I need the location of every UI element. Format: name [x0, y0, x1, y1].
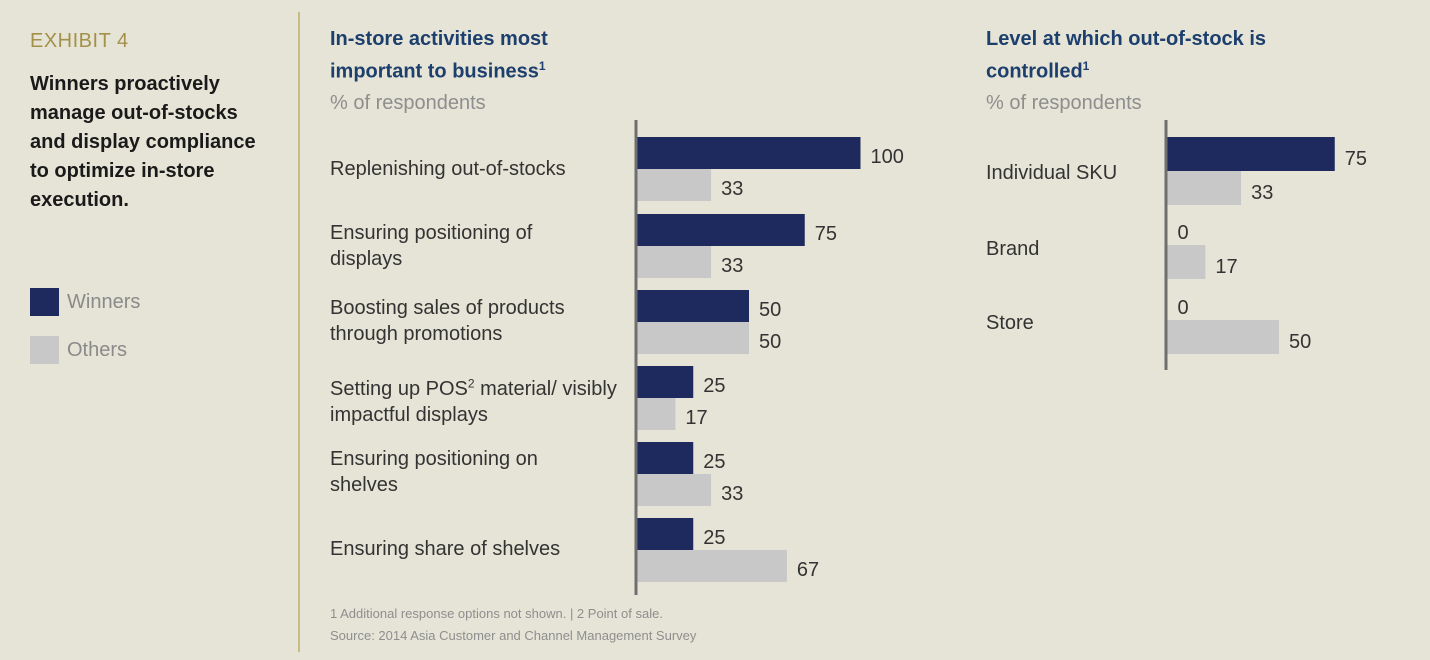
bar-winners: [637, 137, 861, 169]
chart1-category-label-part: Setting up POS2 material/ visibly impact…: [330, 376, 617, 426]
chart1-category-label: Ensuring positioning of displays: [330, 222, 533, 270]
chart1-title-text: In-store activities most important to bu…: [330, 28, 548, 83]
chart1-category-label: Ensuring share of shelves: [330, 538, 561, 560]
chart2-category-label: Brand: [986, 238, 1040, 260]
bar-others: [1167, 171, 1242, 205]
bar-winners: [637, 518, 694, 550]
axis-line: [1164, 120, 1168, 370]
value-label-others: 33: [1251, 182, 1273, 204]
value-label-others: 67: [797, 559, 819, 581]
value-label-others: 50: [1289, 331, 1311, 353]
value-label-winners: 25: [703, 451, 725, 473]
chart1-category-label: Boosting sales of products through promo…: [330, 297, 565, 345]
bar-others: [1167, 245, 1206, 279]
chart1-title: In-store activities most important to bu…: [330, 26, 610, 86]
chart2-title-text: Level at which out-of-stock is controlle…: [986, 28, 1267, 83]
vertical-divider: [298, 12, 300, 652]
legend-label-others: Others: [67, 338, 128, 361]
chart1-plot: 100 33 75 33 50 50 25 17 25 33 25 67: [634, 120, 904, 595]
bar-winners: [637, 290, 749, 322]
chart1-category-label: Ensuring positioning on shelves: [330, 448, 538, 496]
chart1-subtitle: % of respondents: [330, 92, 486, 114]
bar-winners: [637, 442, 694, 474]
value-label-others: 33: [721, 483, 743, 505]
value-label-winners: 50: [759, 299, 781, 321]
legend-swatch-winners: [30, 288, 59, 316]
chart1-title-footnote: 1: [538, 59, 546, 73]
bar-winners: [637, 214, 805, 246]
chart1-category-label: Setting up POS2 material/ visibly impact…: [330, 370, 620, 428]
exhibit-label: EXHIBIT 4: [30, 30, 129, 52]
bar-others: [637, 169, 712, 201]
value-label-winners: 25: [703, 375, 725, 397]
axis-line: [634, 120, 638, 595]
value-label-others: 33: [721, 255, 743, 277]
legend-swatch-others: [30, 336, 59, 364]
pos-footnote-marker: 2: [467, 376, 475, 390]
bar-winners: [637, 366, 694, 398]
bar-others: [637, 398, 676, 430]
value-label-winners: 100: [871, 146, 904, 168]
legend-item-winners: Winners: [30, 288, 140, 316]
value-label-winners: 25: [703, 527, 725, 549]
headline: Winners proactively manage out-of-stocks…: [30, 73, 256, 211]
footnote-line-1: 1 Additional response options not shown.…: [330, 606, 663, 621]
value-label-winners: 75: [815, 223, 837, 245]
bar-others: [637, 322, 749, 354]
bar-winners: [1167, 137, 1335, 171]
value-label-winners: 0: [1178, 222, 1189, 244]
bar-others: [637, 550, 787, 582]
value-label-others: 33: [721, 178, 743, 200]
chart2-title: Level at which out-of-stock is controlle…: [986, 26, 1306, 86]
footnote-source: Source: 2014 Asia Customer and Channel M…: [330, 628, 697, 643]
value-label-winners: 75: [1345, 148, 1367, 170]
bar-others: [637, 474, 712, 506]
bar-others: [637, 246, 712, 278]
chart1-category-label: Replenishing out-of-stocks: [330, 158, 566, 180]
chart2-category-label: Individual SKU: [986, 162, 1118, 184]
value-label-others: 17: [685, 407, 707, 429]
legend-label-winners: Winners: [67, 290, 141, 313]
value-label-others: 17: [1215, 256, 1237, 278]
legend-item-others: Others: [30, 336, 127, 364]
value-label-winners: 0: [1178, 297, 1189, 319]
value-label-others: 50: [759, 331, 781, 353]
chart2-title-footnote: 1: [1082, 59, 1090, 73]
bar-others: [1167, 320, 1279, 354]
chart2-plot: 75 33 0 17 0 50: [1164, 120, 1367, 370]
chart2-subtitle: % of respondents: [986, 92, 1142, 114]
chart2-category-label: Store: [986, 312, 1034, 334]
